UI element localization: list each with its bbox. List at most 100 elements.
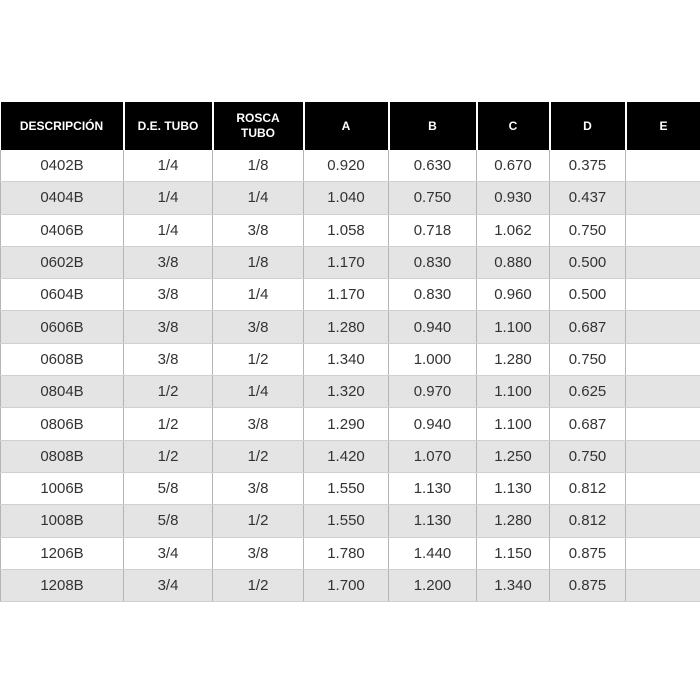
table-cell: 0.750 <box>549 214 626 247</box>
table-cell: 3/8 <box>123 278 213 312</box>
table-cell: 0.500 <box>549 278 626 312</box>
table-row: 1006B 5/8 3/8 1.550 1.130 1.130 0.812 <box>0 472 700 506</box>
table-cell: 1.040 <box>303 181 389 215</box>
header-text: B <box>428 118 437 133</box>
table-cell: 3/8 <box>123 343 213 377</box>
table-cell: 1.170 <box>303 246 389 280</box>
table-row: 1208B 3/4 1/2 1.700 1.200 1.340 0.875 <box>0 569 700 603</box>
empty-cell <box>625 278 700 312</box>
table-body: 0402B 1/4 1/8 0.920 0.630 0.670 0.375 0404B 1/4 1… <box>0 150 700 603</box>
table-cell: 0404B <box>0 181 124 215</box>
table-cell: 3/8 <box>212 407 304 441</box>
table-cell: 1/2 <box>212 569 304 603</box>
table-cell: 1.200 <box>388 569 477 603</box>
table-cell: 3/8 <box>212 472 304 506</box>
table-cell: 0804B <box>0 375 124 409</box>
table-cell: 3/4 <box>123 537 213 570</box>
table-cell: 3/8 <box>212 310 304 344</box>
table-row: 0402B 1/4 1/8 0.920 0.630 0.670 0.375 <box>0 150 700 183</box>
table-cell: 1/2 <box>212 504 304 538</box>
table-cell: 1/2 <box>212 440 304 473</box>
table-cell: 1.100 <box>476 375 550 409</box>
table-cell: 0.750 <box>549 343 626 377</box>
table-cell: 0.940 <box>388 310 477 344</box>
table-cell: 0.625 <box>549 375 626 409</box>
empty-cell <box>625 310 700 344</box>
table-cell: 0806B <box>0 407 124 441</box>
header-text: ROSCA TUBO <box>236 111 280 140</box>
empty-cell <box>625 569 700 603</box>
header-cell: C <box>475 102 550 150</box>
table-cell: 0.718 <box>388 214 477 247</box>
table-cell: 0.750 <box>549 440 626 473</box>
table-cell: 1.440 <box>388 537 477 570</box>
table-cell: 3/8 <box>212 214 304 247</box>
header-cell: E <box>624 102 700 150</box>
header-cell: ROSCA TUBO <box>211 102 304 150</box>
table-cell: 0.830 <box>388 278 477 312</box>
table-row: 0608B 3/8 1/2 1.340 1.000 1.280 0.750 <box>0 343 700 377</box>
table-row: 0808B 1/2 1/2 1.420 1.070 1.250 0.750 <box>0 440 700 473</box>
table-cell: 1006B <box>0 472 124 506</box>
table-cell: 1/2 <box>123 407 213 441</box>
table-cell: 0.940 <box>388 407 477 441</box>
header-text: A <box>341 118 351 133</box>
table-cell: 0.437 <box>549 181 626 215</box>
table-row: 0806B 1/2 3/8 1.290 0.940 1.100 0.687 <box>0 407 700 441</box>
table-cell: 1.062 <box>476 214 550 247</box>
header-text: DESCRIPCIÓN <box>19 118 104 133</box>
table-cell: 1.150 <box>476 537 550 570</box>
table-row: 0804B 1/2 1/4 1.320 0.970 1.100 0.625 <box>0 375 700 409</box>
table-cell: 1.250 <box>476 440 550 473</box>
spec-table: DESCRIPCIÓN D.E. TUBO ROSCA TUBO A B C D E 0402… <box>0 102 700 603</box>
header-text: E <box>659 118 668 133</box>
empty-cell <box>625 375 700 409</box>
table-cell: 1.700 <box>303 569 389 603</box>
table-cell: 1.420 <box>303 440 389 473</box>
table-cell: 1008B <box>0 504 124 538</box>
table-cell: 1/4 <box>212 181 304 215</box>
table-cell: 1.280 <box>476 343 550 377</box>
table-cell: 0.687 <box>549 310 626 344</box>
empty-cell <box>625 504 700 538</box>
table-row: 0604B 3/8 1/4 1.170 0.830 0.960 0.500 <box>0 278 700 312</box>
empty-cell <box>625 181 700 215</box>
header-row: DESCRIPCIÓN D.E. TUBO ROSCA TUBO A B C D E <box>0 102 700 150</box>
table-cell: 0.687 <box>549 407 626 441</box>
table-cell: 1.780 <box>303 537 389 570</box>
table-cell: 1.550 <box>303 504 389 538</box>
table-cell: 0.630 <box>388 150 477 183</box>
header-text: D.E. TUBO <box>137 118 199 133</box>
table-cell: 0.750 <box>388 181 477 215</box>
table-cell: 0808B <box>0 440 124 473</box>
header-text: D <box>583 118 592 133</box>
table-cell: 1/4 <box>123 181 213 215</box>
table-cell: 0602B <box>0 246 124 280</box>
empty-cell <box>625 440 700 473</box>
empty-cell <box>625 537 700 570</box>
table-cell: 1/4 <box>123 214 213 247</box>
table-cell: 0.375 <box>549 150 626 183</box>
table-cell: 3/8 <box>212 537 304 570</box>
table-cell: 1.130 <box>476 472 550 506</box>
table-row: 0406B 1/4 3/8 1.058 0.718 1.062 0.750 <box>0 214 700 247</box>
table-cell: 1.130 <box>388 472 477 506</box>
table-cell: 0.812 <box>549 472 626 506</box>
header-cell: B <box>387 102 477 150</box>
table-cell: 0402B <box>0 150 124 183</box>
table-cell: 1.058 <box>303 214 389 247</box>
header-cell: D.E. TUBO <box>122 102 213 150</box>
table-cell: 0.875 <box>549 569 626 603</box>
empty-cell <box>625 472 700 506</box>
table-cell: 1.100 <box>476 310 550 344</box>
table-cell: 3/4 <box>123 569 213 603</box>
empty-cell <box>625 150 700 183</box>
table-cell: 0606B <box>0 310 124 344</box>
header-text: C <box>508 118 518 133</box>
table-cell: 0.670 <box>476 150 550 183</box>
header-cell: D <box>548 102 626 150</box>
table-cell: 1.320 <box>303 375 389 409</box>
header-cell: A <box>302 102 389 150</box>
table-row: 1008B 5/8 1/2 1.550 1.130 1.280 0.812 <box>0 504 700 538</box>
